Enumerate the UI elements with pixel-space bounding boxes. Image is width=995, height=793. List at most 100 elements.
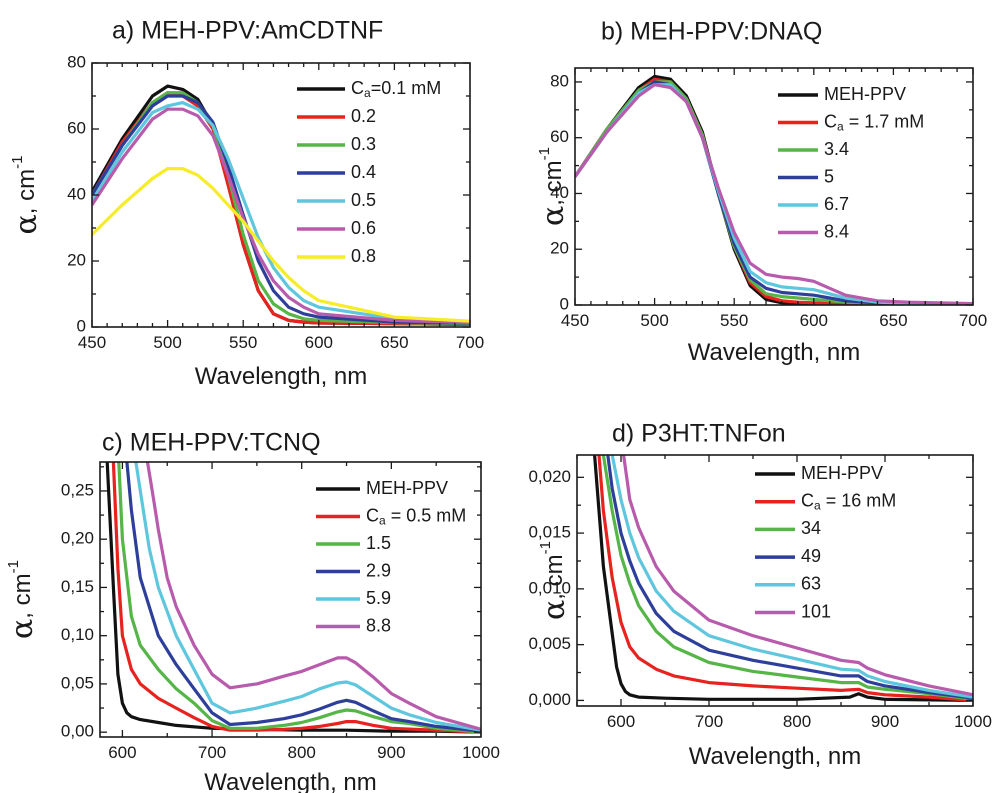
legend-label: 5	[824, 166, 834, 186]
plot-frame	[99, 461, 482, 738]
x-tick-label: 900	[377, 743, 405, 762]
y-tick-label: 0,00	[61, 722, 94, 741]
y-tick-label: 40	[67, 184, 86, 203]
legend: MEH-PPV Ca = 1.7 mM 3.4 5 6.7 8.4	[778, 84, 924, 241]
legend-label: 0.3	[351, 134, 376, 154]
y-tick-label: 0,010	[528, 578, 571, 597]
legend-label: 34	[801, 518, 821, 538]
x-axis-label: Wavelength, nm	[688, 339, 861, 366]
series-line-1	[111, 462, 481, 734]
x-tick-label: 450	[561, 311, 589, 330]
panel-c: 600 700 800 900 1000 0,00 0,05 0,10 0,15 0,20 0,25…	[5, 429, 500, 793]
x-tick-label: 450	[78, 333, 106, 352]
y-tick-label: 0,015	[528, 523, 571, 542]
x-tick-label: 800	[783, 712, 811, 731]
x-axis-label: Wavelength, nm	[689, 743, 862, 770]
y-axis-label: α, cm-1	[9, 156, 44, 235]
legend-label: Ca = 16 mM	[801, 490, 896, 512]
y-tick-label: 40	[550, 183, 569, 202]
series-line-2	[117, 462, 481, 734]
x-tick-label: 900	[871, 712, 899, 731]
panel-a: 450 500 550 600 650 700 0 20 40 60 80 a) MEH-PPV:Am…	[9, 17, 484, 390]
y-tick-label: 0,25	[61, 480, 94, 499]
series-line-3	[125, 462, 481, 733]
x-tick-label: 700	[198, 743, 226, 762]
legend-label: Ca = 1.7 mM	[824, 111, 924, 133]
series-group	[575, 74, 973, 305]
x-tick-label: 500	[153, 333, 181, 352]
x-tick-label: 550	[720, 311, 748, 330]
y-tick-label: 0	[77, 316, 86, 335]
x-tick-label: 650	[380, 333, 408, 352]
legend-label: MEH-PPV	[366, 478, 448, 498]
x-tick-label: 800	[288, 743, 316, 762]
x-tick-label: 700	[456, 333, 484, 352]
y-tick-label: 0,15	[61, 577, 94, 596]
x-axis-label: Wavelength, nm	[195, 363, 368, 390]
legend-label: Ca = 0.5 mM	[366, 505, 466, 527]
series-group	[105, 462, 481, 734]
x-tick-label: 600	[800, 311, 828, 330]
series-group	[92, 84, 470, 326]
y-tick-label: 80	[550, 71, 569, 90]
series-group	[593, 455, 973, 702]
series-line-4	[134, 462, 481, 732]
x-tick-label: 650	[879, 311, 907, 330]
panel-title: a) MEH-PPV:AmCDTNF	[112, 17, 383, 45]
y-tick-label: 0,000	[528, 690, 571, 709]
series-line-4	[610, 455, 973, 699]
legend-label: 2.9	[366, 560, 391, 580]
series-line-2	[601, 455, 973, 701]
y-tick-label: 60	[67, 118, 86, 137]
series-line-1	[597, 455, 973, 702]
legend-label: 6.7	[824, 194, 849, 214]
y-tick-label: 0,005	[528, 634, 571, 653]
x-tick-label: 500	[640, 311, 668, 330]
panel-title: b) MEH-PPV:DNAQ	[601, 18, 822, 46]
series-line-4	[92, 101, 470, 324]
panel-d: 600 700 800 900 1000 0,000 0,005 0,010 0,015 0,02…	[528, 420, 991, 770]
y-tick-label: 0,020	[528, 467, 571, 486]
x-tick-label: 1000	[954, 712, 992, 731]
series-line-3	[92, 94, 470, 325]
x-tick-label: 700	[959, 311, 987, 330]
legend: MEH-PPV Ca = 0.5 mM 1.5 2.9 5.9 8.8	[316, 478, 466, 635]
legend-label: MEH-PPV	[824, 84, 906, 104]
x-tick-label: 700	[695, 712, 723, 731]
x-tick-label: 600	[607, 712, 635, 731]
series-line-3	[575, 80, 973, 305]
legend-label: 0.2	[351, 106, 376, 126]
legend-label: 0.4	[351, 162, 376, 182]
series-line-2	[92, 91, 470, 326]
series-line-5	[145, 462, 481, 731]
legend-label: 3.4	[824, 139, 849, 159]
x-tick-label: 1000	[462, 743, 500, 762]
legend-label: 0.6	[351, 218, 376, 238]
legend-label: 8.8	[366, 615, 391, 635]
y-tick-label: 0,20	[61, 529, 94, 548]
y-axis-label: α, cm-1	[536, 147, 571, 226]
legend: MEH-PPV Ca = 16 mM 34 49 63 101	[755, 463, 896, 621]
y-tick-label: 20	[67, 250, 86, 269]
legend-label: 63	[801, 574, 821, 594]
panel-b: 450 500 550 600 650 700 0 20 40 60 80 b) MEH-PPV:DN…	[536, 18, 987, 366]
legend-label: 5.9	[366, 588, 391, 608]
x-axis-label: Wavelength, nm	[204, 769, 377, 793]
x-tick-label: 600	[108, 743, 136, 762]
legend: Ca=0.1 mM 0.2 0.3 0.4 0.5 0.6 0.8	[297, 78, 441, 266]
legend-label: MEH-PPV	[801, 463, 883, 483]
legend-label: 0.8	[351, 246, 376, 266]
y-axis-label: α, cm-1	[537, 541, 572, 620]
y-tick-label: 0	[560, 294, 569, 313]
plot-frame	[574, 67, 974, 306]
legend-label: Ca=0.1 mM	[351, 78, 441, 100]
y-tick-label: 60	[550, 127, 569, 146]
series-line-5	[622, 455, 973, 697]
x-tick-label: 550	[229, 333, 257, 352]
panel-title: c) MEH-PPV:TCNQ	[102, 429, 321, 457]
legend-label: 101	[801, 601, 831, 621]
y-tick-label: 80	[67, 52, 86, 71]
y-tick-label: 20	[550, 239, 569, 258]
panel-title: d) P3HT:TNFon	[612, 420, 786, 448]
